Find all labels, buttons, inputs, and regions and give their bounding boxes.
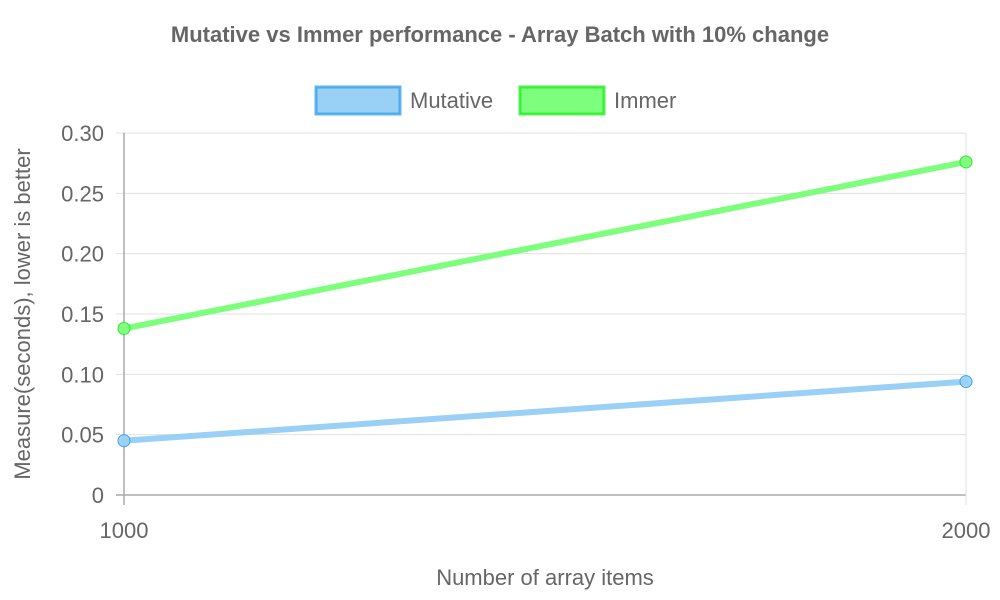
legend: Mutative Immer — [314, 85, 676, 116]
legend-label-immer: Immer — [614, 88, 676, 113]
data-point-immer — [959, 155, 973, 169]
x-tick-label: 2000 — [942, 518, 991, 543]
series-line-immer — [121, 158, 969, 332]
data-point-mutative — [959, 375, 973, 389]
y-tick-label: 0.20 — [61, 242, 104, 267]
y-axis-ticks: 0 0.05 0.10 0.15 0.20 0.25 0.30 — [61, 121, 104, 508]
y-tick-label: 0.25 — [61, 181, 104, 206]
y-tick-label: 0.30 — [61, 121, 104, 146]
data-point-immer — [117, 321, 131, 335]
x-tick-label: 1000 — [100, 518, 149, 543]
x-axis-title: Number of array items — [436, 565, 654, 590]
legend-swatch-mutative — [314, 85, 402, 116]
legend-label-mutative: Mutative — [410, 88, 493, 113]
y-axis-title: Measure(seconds), lower is better — [10, 148, 35, 479]
data-point-mutative — [117, 434, 131, 448]
legend-swatch-immer — [518, 85, 606, 116]
series-line-mutative — [121, 378, 969, 444]
y-tick-label: 0.05 — [61, 423, 104, 448]
x-axis-ticks: 1000 2000 — [100, 518, 991, 543]
series-layer — [117, 155, 973, 448]
chart-title: Mutative vs Immer performance - Array Ba… — [171, 22, 829, 47]
y-tick-label: 0.10 — [61, 362, 104, 387]
grid — [116, 132, 967, 505]
y-tick-label: 0.15 — [61, 302, 104, 327]
y-tick-label: 0 — [92, 483, 104, 508]
